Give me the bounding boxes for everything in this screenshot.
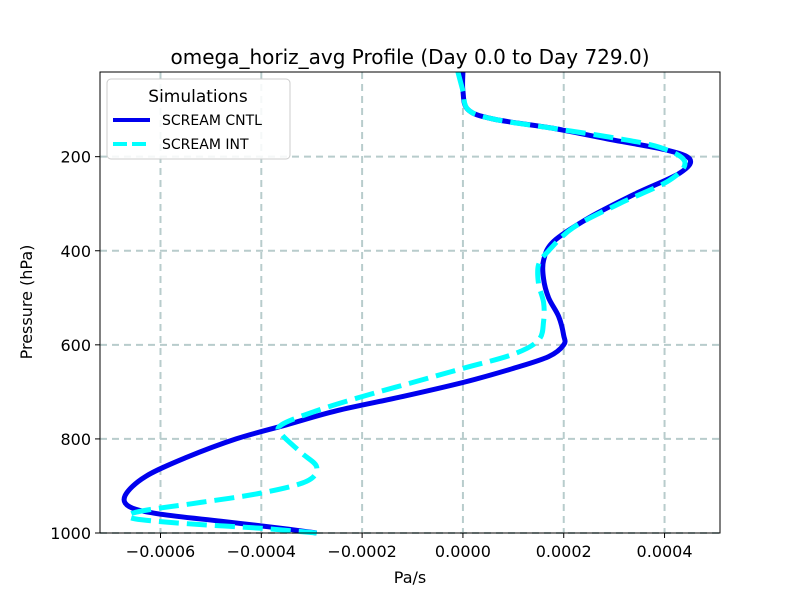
legend: Simulations SCREAM CNTL SCREAM INT: [106, 78, 291, 160]
x-tick-label: −0.0002: [327, 542, 396, 561]
y-tick-label: 800: [60, 430, 91, 449]
x-tick-label: 0.0000: [435, 542, 491, 561]
y-tick-label: 400: [60, 242, 91, 261]
legend-label-scream-cntl: SCREAM CNTL: [162, 113, 262, 129]
x-tick-label: −0.0004: [227, 542, 296, 561]
y-tick-label: 200: [60, 148, 91, 167]
x-axis-label: Pa/s: [394, 568, 426, 587]
plot-frame: [99, 71, 721, 534]
legend-title: Simulations: [148, 87, 248, 107]
series-line-scream-int: [125, 71, 688, 536]
x-tick-label: −0.0006: [126, 542, 195, 561]
grid: [100, 72, 720, 534]
y-tick-label: 600: [60, 336, 91, 355]
chart-title: omega_horiz_avg Profile (Day 0.0 to Day …: [170, 45, 649, 69]
x-tick-label: 0.0002: [536, 542, 592, 561]
y-axis-label: Pressure (hPa): [17, 245, 36, 360]
axis-ticks: −0.0006 −0.0004 −0.0002 0.0000 0.0002 0.0004 2…: [50, 148, 692, 561]
x-tick-label: 0.0004: [637, 542, 693, 561]
legend-box: [106, 78, 291, 160]
legend-label-scream-int: SCREAM INT: [162, 137, 249, 153]
y-tick-label: 1000: [50, 524, 91, 543]
series-lines: [121, 71, 694, 536]
